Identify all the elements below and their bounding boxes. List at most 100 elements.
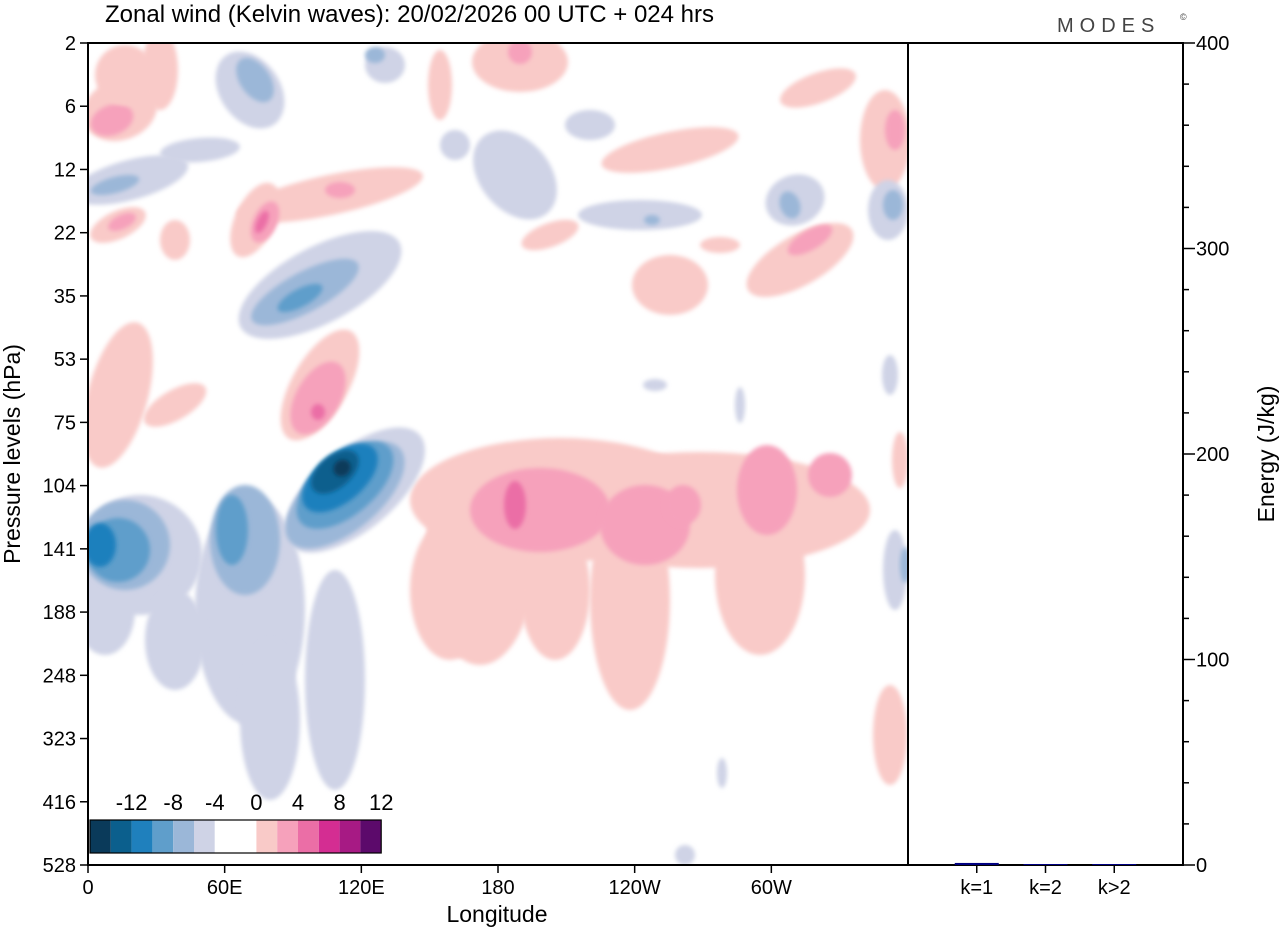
wind-contour-61 [473, 130, 557, 220]
y-tick-label-416: 416 [43, 792, 76, 814]
colorbar-swatch-3 [152, 820, 174, 853]
brand-logo: MODES [1057, 15, 1160, 37]
colorbar-swatch-4 [173, 820, 194, 853]
x-tick-label-4: 120W [609, 877, 661, 899]
wind-contour-45 [160, 220, 190, 260]
x-tick-label-3: 180 [481, 877, 514, 899]
colorbar-swatch-12 [339, 820, 361, 853]
wind-contour-37 [277, 283, 323, 313]
y-axis: 2 6 12 22 35 53 75 104 141 188 248 323 416 528 [43, 33, 88, 877]
wind-contour-54 [142, 43, 178, 110]
wind-contour-78 [873, 685, 907, 785]
energy-plot-frame [907, 42, 1184, 866]
wind-contour-52 [236, 57, 274, 103]
energy-axis-label: Energy (J/kg) [1253, 386, 1279, 523]
wind-contour-5 [520, 520, 590, 660]
energy-bars: k=1 k=2 k>2 [954, 862, 1137, 899]
wind-contour-18 [145, 590, 205, 690]
wind-contour-55 [428, 50, 452, 120]
x-tick-label-1: 60E [207, 877, 243, 899]
colorbar-frame [89, 819, 382, 854]
wind-contour-11 [808, 453, 852, 497]
wind-contour-69 [787, 224, 833, 256]
y-tick-label-323: 323 [43, 729, 76, 751]
colorbar-swatch-7 [235, 820, 257, 853]
colorbar-label-1: -8 [163, 790, 183, 815]
wind-contour-33 [88, 322, 153, 468]
colorbar-swatch-8 [256, 820, 278, 853]
y-tick-label-53: 53 [54, 349, 76, 371]
colorbar-swatch-2 [131, 820, 153, 853]
wind-field [88, 43, 908, 865]
wind-contour-49 [90, 174, 140, 196]
y-tick-label-12: 12 [54, 159, 76, 181]
wind-contour-64 [578, 200, 702, 230]
wind-contour-9 [737, 445, 797, 535]
energy-cat-label-1: k=2 [1029, 877, 1062, 899]
x-axis-label: Longitude [446, 901, 547, 927]
wind-contour-60 [508, 43, 532, 64]
energy-tick-label-100: 100 [1196, 650, 1229, 672]
wind-contour-58 [440, 130, 470, 160]
colorbar-label-4: 4 [292, 790, 304, 815]
colorbar-label-0: -12 [116, 790, 148, 815]
wind-contour-57 [365, 47, 385, 63]
wind-contour-84 [643, 379, 667, 391]
colorbar-label-2: -4 [205, 790, 225, 815]
wind-feature-13 [622, 65, 625, 68]
wind-contour-50 [160, 137, 240, 163]
colorbar-label-6: 12 [369, 790, 393, 815]
wind-contour-86 [675, 845, 695, 865]
wind-contour-73 [885, 110, 905, 150]
wind-contour-34 [143, 383, 207, 427]
colorbar-swatch-6 [214, 820, 236, 853]
energy-tick-label-400: 400 [1196, 33, 1229, 55]
y-tick-label-2: 2 [65, 33, 76, 55]
y-tick-label-141: 141 [43, 539, 76, 561]
wind-contour-67 [632, 255, 708, 315]
energy-bar-0 [954, 862, 999, 865]
energy-tick-label-0: 0 [1196, 855, 1207, 877]
colorbar-swatch-1 [110, 820, 132, 853]
colorbar-swatch-9 [277, 820, 298, 853]
wind-contour-29 [333, 459, 351, 477]
x-tick-label-0: 0 [82, 877, 93, 899]
colorbar-swatch-13 [360, 820, 382, 853]
y-tick-label-188: 188 [43, 602, 76, 624]
wind-contour-59 [472, 43, 568, 92]
wind-contour-62 [565, 110, 615, 140]
chart-title: Zonal wind (Kelvin waves): 20/02/2026 00… [105, 1, 714, 28]
wind-contour-71 [779, 191, 801, 219]
y-tick-label-6: 6 [65, 96, 76, 118]
wind-contour-85 [882, 355, 898, 395]
wind-contour-27 [88, 523, 116, 567]
wind-contour-79 [883, 530, 907, 610]
x-axis: 0 60E 120E 180 120W 60W [82, 865, 792, 899]
wind-contour-16 [305, 570, 365, 790]
energy-bar-1 [1023, 864, 1068, 865]
wind-contour-65 [644, 215, 660, 225]
energy-bar-2 [1092, 864, 1137, 865]
wind-contour-32 [311, 404, 325, 420]
wind-contour-82 [717, 758, 727, 788]
wind-contour-10 [665, 485, 701, 525]
y-tick-label-22: 22 [54, 223, 76, 245]
colorbar: -12 -8 -4 0 4 8 12 [89, 790, 393, 854]
brand-logo-mark: © [1180, 12, 1187, 22]
y-tick-label-104: 104 [43, 476, 76, 498]
wind-contour-31 [290, 361, 346, 435]
wind-contour-66 [521, 219, 579, 251]
energy-cat-label-0: k=1 [960, 877, 993, 899]
wind-contour-44 [108, 213, 136, 231]
energy-cat-label-2: k>2 [1098, 877, 1131, 899]
wind-contour-42 [325, 182, 355, 198]
wind-contour-6 [410, 520, 490, 660]
wind-contour-63 [601, 127, 739, 173]
y-tick-label-248: 248 [43, 665, 76, 687]
wind-contour-75 [883, 190, 903, 220]
wind-contour-68 [746, 223, 854, 297]
energy-axis: 0 100 200 300 400 [1183, 33, 1229, 877]
colorbar-swatch-10 [298, 820, 319, 853]
y-axis-label: Pressure levels (hPa) [0, 344, 25, 564]
